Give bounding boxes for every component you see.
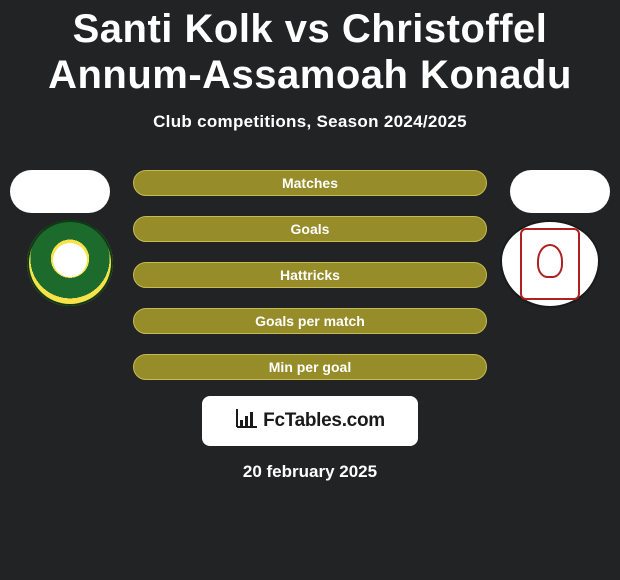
bar-goals-per-match: Goals per match	[133, 308, 487, 334]
player-left-avatar	[10, 170, 110, 213]
source-badge: FcTables.com	[202, 396, 418, 446]
bar-goals: Goals	[133, 216, 487, 242]
bar-hattricks: Hattricks	[133, 262, 487, 288]
ado-den-haag-icon	[27, 220, 113, 306]
bar-min-per-goal: Min per goal	[133, 354, 487, 380]
source-badge-label: FcTables.com	[263, 410, 385, 432]
comparison-panel: Matches Goals Hattricks Goals per match …	[0, 170, 620, 390]
ajax-icon	[500, 220, 600, 308]
bar-matches: Matches	[133, 170, 487, 196]
subtitle: Club competitions, Season 2024/2025	[0, 112, 620, 132]
player-right-avatar	[510, 170, 610, 213]
page-title: Santi Kolk vs Christoffel Annum-Assamoah…	[0, 0, 620, 98]
stat-bars: Matches Goals Hattricks Goals per match …	[133, 170, 487, 400]
club-crest-left	[20, 220, 120, 308]
bar-chart-icon	[235, 409, 257, 434]
date-label: 20 february 2025	[0, 462, 620, 482]
club-crest-right	[500, 220, 600, 308]
